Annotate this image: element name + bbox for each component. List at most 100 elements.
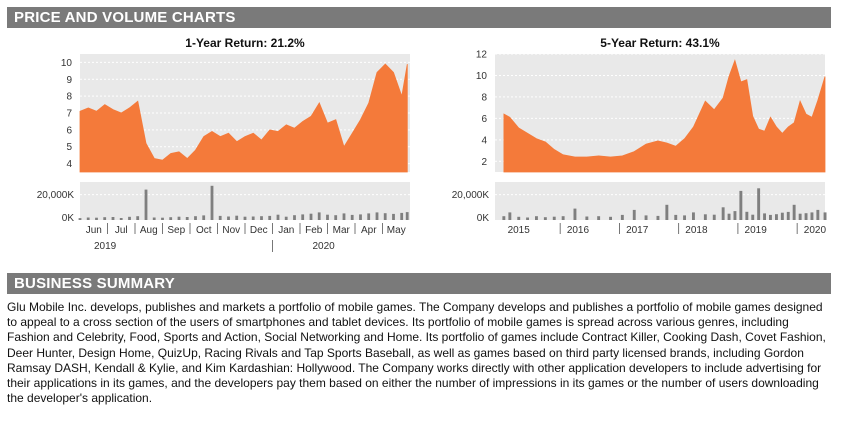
one-year-volume-bar — [86, 217, 90, 220]
one-year-x-tick-label: Nov — [222, 225, 240, 236]
five-year-volume-bar — [804, 213, 808, 220]
five-year-volume-bar — [674, 214, 678, 220]
five-year-volume-bar — [644, 215, 648, 220]
five-year-x-tick-label: 2020 — [804, 225, 827, 236]
five-year-volume-bar — [751, 214, 755, 220]
one-year-year-label: 2019 — [94, 241, 117, 252]
one-year-volume-bar — [194, 216, 197, 220]
five-year-volume-tick-label: 0K — [477, 213, 490, 224]
five-year-volume-bar — [810, 212, 814, 220]
one-year-volume-plot-area — [80, 182, 410, 220]
one-year-volume-bar — [144, 189, 148, 220]
five-year-volume-bar — [543, 217, 547, 220]
one-year-volume-bar — [367, 213, 371, 220]
one-year-volume-bar — [309, 213, 313, 220]
one-year-x-tick-label: Oct — [196, 225, 212, 236]
five-year-volume-bar — [786, 211, 790, 220]
five-year-volume-bar — [798, 213, 802, 220]
one-year-volume-bar — [405, 212, 409, 220]
business-summary-header: BUSINESS SUMMARY — [7, 273, 831, 294]
five-year-volume-bar — [757, 188, 761, 220]
five-year-volume-bar — [780, 212, 784, 220]
five-year-volume-bar — [502, 216, 506, 220]
five-year-volume-bar — [526, 217, 529, 220]
five-year-volume-bar — [775, 214, 778, 220]
one-year-y-tick-label: 10 — [61, 58, 73, 69]
one-year-volume-bar — [95, 217, 98, 220]
five-year-volume-tick-label: 20,000K — [452, 190, 490, 201]
one-year-y-tick-label: 4 — [66, 159, 72, 170]
five-year-y-tick-label: 2 — [481, 157, 487, 168]
one-year-volume-bar — [169, 217, 173, 220]
five-year-volume-bar — [535, 216, 538, 220]
five-year-volume-bar — [727, 213, 731, 220]
one-year-x-tick-label: Dec — [250, 225, 268, 236]
one-year-x-tick-label: Mar — [333, 225, 351, 236]
price-volume-header: PRICE AND VOLUME CHARTS — [7, 7, 831, 28]
one-year-volume-bar — [119, 218, 123, 220]
five-year-y-tick-label: 10 — [476, 71, 488, 82]
one-year-volume-bar — [243, 216, 247, 220]
five-year-volume-bar — [683, 215, 686, 220]
one-year-x-tick-label: Jul — [115, 225, 128, 236]
one-year-volume-tick-label: 0K — [62, 213, 75, 224]
five-year-volume-bar — [692, 212, 695, 220]
one-year-x-tick-label: Feb — [305, 225, 323, 236]
one-year-y-tick-label: 8 — [66, 92, 72, 103]
one-year-volume-bar — [276, 214, 280, 220]
one-year-x-tick-label: Jun — [86, 225, 102, 236]
five-year-volume-bar — [763, 213, 766, 220]
one-year-volume-bar — [177, 216, 181, 220]
one-year-volume-bar — [293, 215, 296, 220]
one-year-volume-bar — [268, 215, 272, 220]
five-year-volume-bar — [721, 207, 725, 220]
one-year-volume-bar — [260, 216, 263, 220]
five-year-volume-bar — [620, 214, 624, 220]
five-year-volume-bar — [703, 214, 707, 220]
five-year-x-tick-label: 2016 — [567, 225, 590, 236]
five-year-volume-bar — [597, 216, 601, 220]
five-year-volume-bar — [573, 208, 577, 220]
five-year-volume-plot-area — [495, 182, 825, 220]
one-year-volume-bar — [251, 216, 255, 220]
five-year-volume-bar — [561, 216, 565, 220]
five-year-volume-bar — [792, 204, 796, 220]
one-year-volume-bar — [334, 215, 338, 220]
one-year-x-tick-label: Aug — [140, 225, 158, 236]
five-year-volume-bar — [508, 212, 512, 220]
one-year-volume-bar — [128, 216, 131, 220]
five-year-y-tick-label: 6 — [481, 114, 487, 125]
one-year-volume-bar — [301, 214, 305, 220]
one-year-year-label: 2020 — [313, 241, 336, 252]
five-year-volume-bar — [665, 204, 669, 220]
one-year-volume-bar — [103, 217, 107, 220]
five-year-volume-bar — [823, 212, 827, 220]
five-year-volume-bar — [739, 190, 743, 220]
one-year-volume-bar — [392, 213, 395, 220]
one-year-volume-bar — [111, 217, 115, 220]
five-year-volume-bar — [816, 209, 820, 220]
one-year-volume-bar — [284, 216, 288, 220]
one-year-volume-bar — [161, 217, 164, 220]
one-year-volume-bar — [227, 216, 230, 220]
five-year-y-tick-label: 12 — [476, 50, 488, 61]
five-year-x-tick-label: 2015 — [508, 225, 531, 236]
five-year-y-tick-label: 4 — [481, 135, 487, 146]
one-year-x-tick-label: Jan — [278, 225, 294, 236]
one-year-volume-bar — [317, 212, 321, 220]
chart-title-5-year: 5-Year Return: 43.1% — [600, 36, 720, 50]
one-year-volume-bar — [235, 215, 239, 220]
one-year-volume-bar — [375, 212, 379, 220]
five-year-volume-bar — [745, 211, 749, 220]
one-year-y-tick-label: 7 — [66, 109, 72, 120]
one-year-volume-bar — [78, 218, 82, 220]
five-year-volume-bar — [632, 209, 636, 220]
five-year-volume-bar — [656, 215, 660, 220]
one-year-y-tick-label: 6 — [66, 125, 72, 136]
price-volume-charts: 4 5 6 7 8 9 10 20,000K 0K Jun Jul Aug Sep Oct Nov Dec Ja… — [37, 50, 827, 252]
five-year-volume-bar — [517, 216, 521, 220]
five-year-volume-bar — [609, 216, 612, 220]
one-year-volume-bar — [342, 213, 346, 220]
five-year-y-tick-label: 8 — [481, 92, 487, 103]
one-year-x-tick-label: May — [387, 225, 406, 236]
